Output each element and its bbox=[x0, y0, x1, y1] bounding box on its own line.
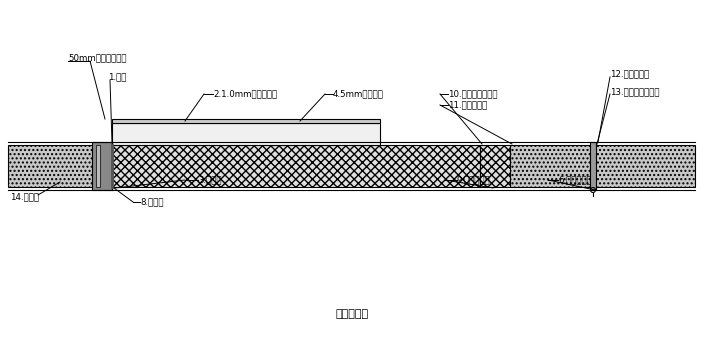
Bar bbox=[510, 145, 590, 187]
Text: 节点示意图: 节点示意图 bbox=[335, 309, 368, 319]
Text: 13.外六角自锁螺丝: 13.外六角自锁螺丝 bbox=[610, 88, 659, 96]
Bar bbox=[112, 119, 380, 123]
Bar bbox=[112, 123, 380, 145]
Text: 10.道康宁硅胶密封: 10.道康宁硅胶密封 bbox=[448, 90, 498, 98]
Text: 14.装饰盖: 14.装饰盖 bbox=[10, 193, 39, 201]
Bar bbox=[480, 145, 510, 187]
Text: 4.5mm钔化玻璃: 4.5mm钔化玻璃 bbox=[333, 90, 384, 98]
Text: 1.门框: 1.门框 bbox=[108, 73, 127, 81]
Text: 2.1.0mm镀锌板嚙塑: 2.1.0mm镀锌板嚙塑 bbox=[213, 90, 277, 98]
Bar bbox=[590, 142, 596, 190]
Text: 12.平齐式封板: 12.平齐式封板 bbox=[610, 69, 650, 79]
Text: 3.逃生锁: 3.逃生锁 bbox=[198, 175, 221, 184]
Bar bbox=[590, 145, 695, 187]
Bar bbox=[8, 145, 92, 187]
Bar bbox=[96, 145, 100, 187]
Bar bbox=[112, 145, 480, 187]
Text: 6.不锈钔铰链: 6.不锈钔铰链 bbox=[558, 175, 592, 184]
Text: 50mm厉手工彩钉板: 50mm厉手工彩钉板 bbox=[68, 53, 127, 63]
Text: 8.密封条: 8.密封条 bbox=[140, 197, 164, 207]
Text: 11.耐高温胶水: 11.耐高温胶水 bbox=[448, 101, 487, 109]
Text: 9.耕火纸蜂窝: 9.耕火纸蜂窝 bbox=[457, 175, 491, 184]
Bar bbox=[92, 142, 112, 190]
